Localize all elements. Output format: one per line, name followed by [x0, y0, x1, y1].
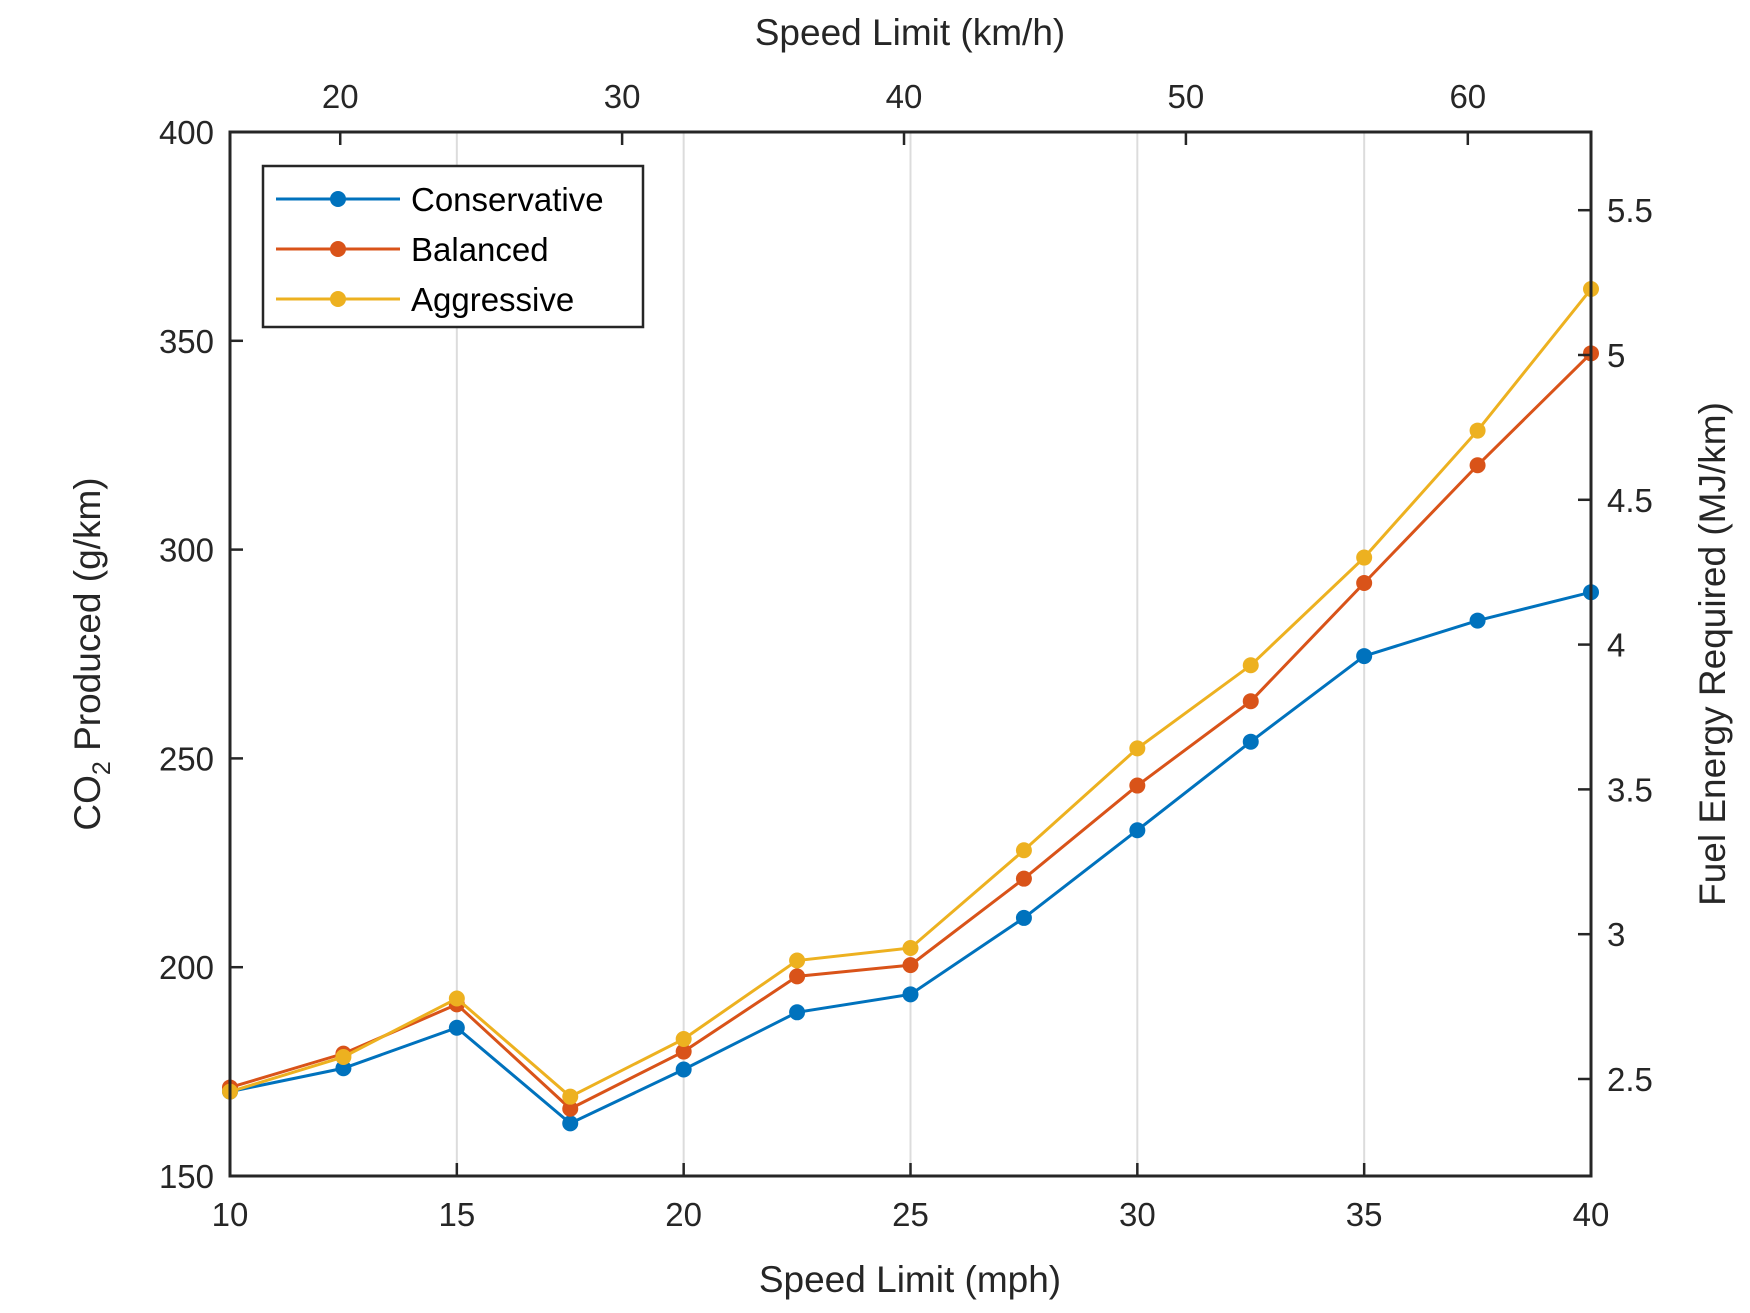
data-point: [902, 939, 919, 956]
data-point: [335, 1060, 352, 1077]
x2-tick-label: 30: [604, 78, 641, 115]
x-tick-label: 35: [1346, 1196, 1383, 1233]
y2-tick-label: 4: [1607, 627, 1625, 664]
x-tick-label: 40: [1573, 1196, 1610, 1233]
data-point: [1129, 777, 1146, 794]
legend: Conservative Balanced Aggressive: [261, 164, 645, 329]
data-point: [902, 957, 919, 974]
data-point: [1356, 575, 1373, 592]
x-tick-label: 10: [212, 1196, 249, 1233]
series-layer: [222, 281, 1599, 1132]
y2-tick-label: 5.5: [1607, 192, 1653, 229]
data-point: [1242, 693, 1259, 710]
legend-label: Conservative: [411, 181, 604, 218]
data-point: [1015, 909, 1032, 926]
data-point: [902, 986, 919, 1003]
y2-tick-label: 3.5: [1607, 771, 1653, 808]
y2-axis-label: Fuel Energy Required (MJ/km): [1692, 402, 1733, 906]
x2-tick-label: 50: [1168, 78, 1205, 115]
y2-tick-label: 2.5: [1607, 1061, 1653, 1098]
y-axis-label: CO2 Produced (g/km): [67, 477, 116, 830]
data-point: [675, 1061, 692, 1078]
plot-frame: [228, 130, 1593, 1178]
x-tick-label: 25: [892, 1196, 929, 1233]
data-point: [1242, 657, 1259, 674]
data-point: [789, 968, 806, 985]
data-point: [448, 1019, 465, 1036]
legend-marker: [330, 191, 346, 207]
data-point: [789, 1004, 806, 1021]
legend-marker: [330, 241, 346, 257]
data-point: [562, 1100, 579, 1117]
data-point: [1242, 733, 1259, 750]
data-point: [335, 1048, 352, 1065]
y-tick-label: 250: [159, 740, 214, 777]
data-point: [562, 1115, 579, 1132]
legend-label: Balanced: [411, 231, 549, 268]
data-point: [1129, 822, 1146, 839]
data-point: [675, 1031, 692, 1048]
data-point: [789, 952, 806, 969]
data-point: [1469, 457, 1486, 474]
data-point: [1469, 422, 1486, 439]
data-point: [1129, 740, 1146, 757]
y-tick-label: 400: [159, 114, 214, 151]
x-tick-label: 30: [1119, 1196, 1156, 1233]
data-point: [448, 990, 465, 1007]
legend-marker: [330, 291, 346, 307]
x2-tick-label: 40: [886, 78, 923, 115]
data-point: [1356, 549, 1373, 566]
data-point: [675, 1043, 692, 1060]
legend-label: Aggressive: [411, 281, 574, 318]
y2-tick-label: 4.5: [1607, 482, 1653, 519]
y-tick-label: 150: [159, 1158, 214, 1195]
data-point: [1015, 842, 1032, 859]
y2-tick-label: 5: [1607, 337, 1625, 374]
x-axis-label: Speed Limit (mph): [759, 1259, 1061, 1300]
x-tick-label: 20: [665, 1196, 702, 1233]
x2-tick-label: 20: [322, 78, 359, 115]
data-point: [1356, 648, 1373, 665]
y-tick-label: 300: [159, 532, 214, 569]
data-point: [1469, 612, 1486, 629]
data-point: [562, 1088, 579, 1105]
y-tick-label: 200: [159, 949, 214, 986]
data-point: [1015, 870, 1032, 887]
y2-tick-label: 3: [1607, 916, 1625, 953]
x2-tick-label: 60: [1449, 78, 1486, 115]
x2-axis-label: Speed Limit (km/h): [755, 12, 1066, 53]
x-tick-label: 15: [438, 1196, 475, 1233]
y-tick-label: 350: [159, 323, 214, 360]
